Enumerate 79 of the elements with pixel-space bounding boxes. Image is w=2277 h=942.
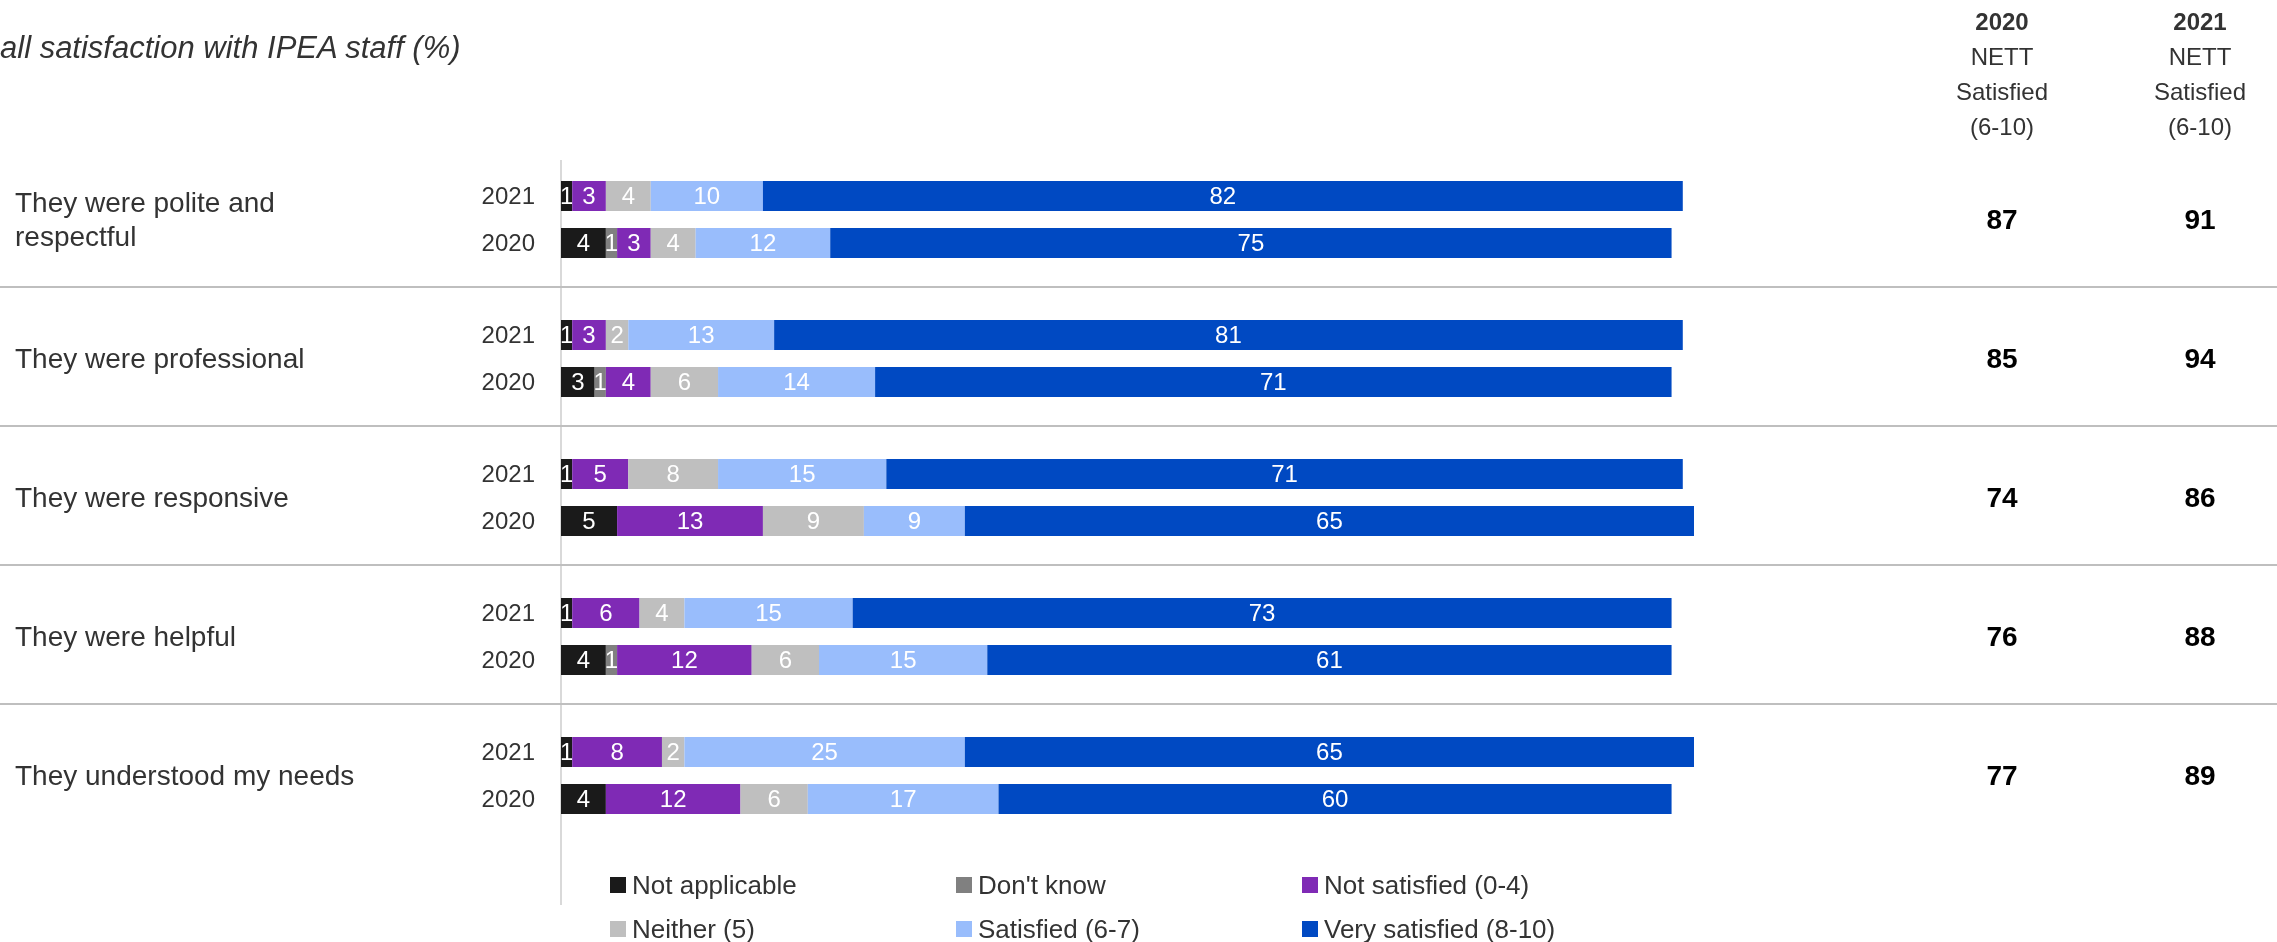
data-label: 9: [806, 507, 821, 535]
text: 77: [1986, 760, 2018, 792]
text: 91: [2184, 204, 2216, 236]
y-tick-label: 2020: [481, 507, 535, 535]
data-label: 15: [755, 599, 782, 627]
data-label: 3: [582, 321, 596, 349]
legend-label: Not satisfied (0-4): [1324, 870, 1530, 901]
data-label: 4: [576, 646, 591, 674]
data-label: 14: [783, 368, 810, 396]
data-label: 2: [610, 321, 624, 349]
data-label: 3: [582, 182, 596, 210]
legend-label: Don't know: [978, 870, 1107, 901]
text: 2021 NETT Satisfied (6-10): [2153, 8, 2247, 140]
data-label: 1: [593, 368, 607, 396]
y-tick-label: 2021: [481, 599, 535, 627]
data-label: 3: [571, 368, 585, 396]
data-label: 9: [907, 507, 922, 535]
data-label: 6: [767, 785, 781, 813]
text: 87: [1986, 204, 2018, 236]
data-label: 12: [659, 785, 687, 813]
data-label: 4: [576, 229, 591, 257]
text: 74: [1986, 482, 2018, 514]
data-label: 4: [655, 599, 669, 627]
text: 88: [2184, 621, 2216, 653]
data-label: 25: [811, 738, 838, 766]
text: They were professional: [15, 343, 305, 375]
data-label: 15: [889, 646, 917, 674]
data-label: 5: [582, 507, 596, 535]
data-label: 75: [1237, 229, 1265, 257]
text: 85: [1986, 343, 2018, 375]
data-label: 12: [671, 646, 698, 674]
data-label: 3: [627, 229, 641, 257]
data-label: 2: [666, 738, 680, 766]
data-label: 5: [593, 460, 607, 488]
data-label: 60: [1321, 785, 1349, 813]
y-tick-label: 2021: [481, 738, 535, 766]
data-label: 6: [778, 646, 793, 674]
text: 94: [2184, 343, 2216, 375]
data-label: 12: [749, 229, 777, 257]
text: all satisfaction with IPEA staff (%): [0, 30, 461, 65]
data-label: 65: [1316, 507, 1343, 535]
data-label: 4: [576, 785, 591, 813]
text: They were helpful: [15, 621, 237, 653]
y-tick-label: 2021: [481, 321, 535, 349]
data-label: 73: [1248, 599, 1276, 627]
data-label: 13: [687, 321, 715, 349]
data-label: 71: [1259, 368, 1287, 396]
data-label: 81: [1215, 321, 1242, 349]
text: They were polite and respectful: [15, 187, 275, 253]
data-label: 71: [1271, 460, 1298, 488]
data-label: 6: [677, 368, 692, 396]
text: They understood my needs: [15, 760, 355, 792]
data-label: 4: [621, 368, 635, 396]
data-label: 82: [1209, 182, 1237, 210]
data-label: 1: [604, 646, 619, 674]
text: 86: [2184, 482, 2216, 514]
y-tick-label: 2021: [481, 460, 535, 488]
text: They were responsive: [15, 482, 289, 514]
legend-label: Not applicable: [632, 870, 797, 901]
data-label: 13: [676, 507, 704, 535]
text: 76: [1986, 621, 2018, 653]
data-label: 61: [1316, 646, 1343, 674]
text: 2020 NETT Satisfied (6-10): [1955, 8, 2049, 140]
text: 89: [2184, 760, 2216, 792]
data-label: 4: [666, 229, 680, 257]
data-label: 6: [599, 599, 613, 627]
data-label: 1: [604, 229, 619, 257]
data-label: 8: [666, 460, 680, 488]
y-tick-label: 2020: [481, 368, 535, 396]
data-label: 65: [1316, 738, 1343, 766]
data-label: 8: [610, 738, 624, 766]
y-tick-label: 2020: [481, 646, 535, 674]
data-label: 10: [693, 182, 721, 210]
y-tick-label: 2021: [481, 182, 535, 210]
data-label: 17: [889, 785, 917, 813]
y-tick-label: 2020: [481, 785, 535, 813]
data-label: 4: [621, 182, 635, 210]
data-label: 15: [788, 460, 816, 488]
y-tick-label: 2020: [481, 229, 535, 257]
